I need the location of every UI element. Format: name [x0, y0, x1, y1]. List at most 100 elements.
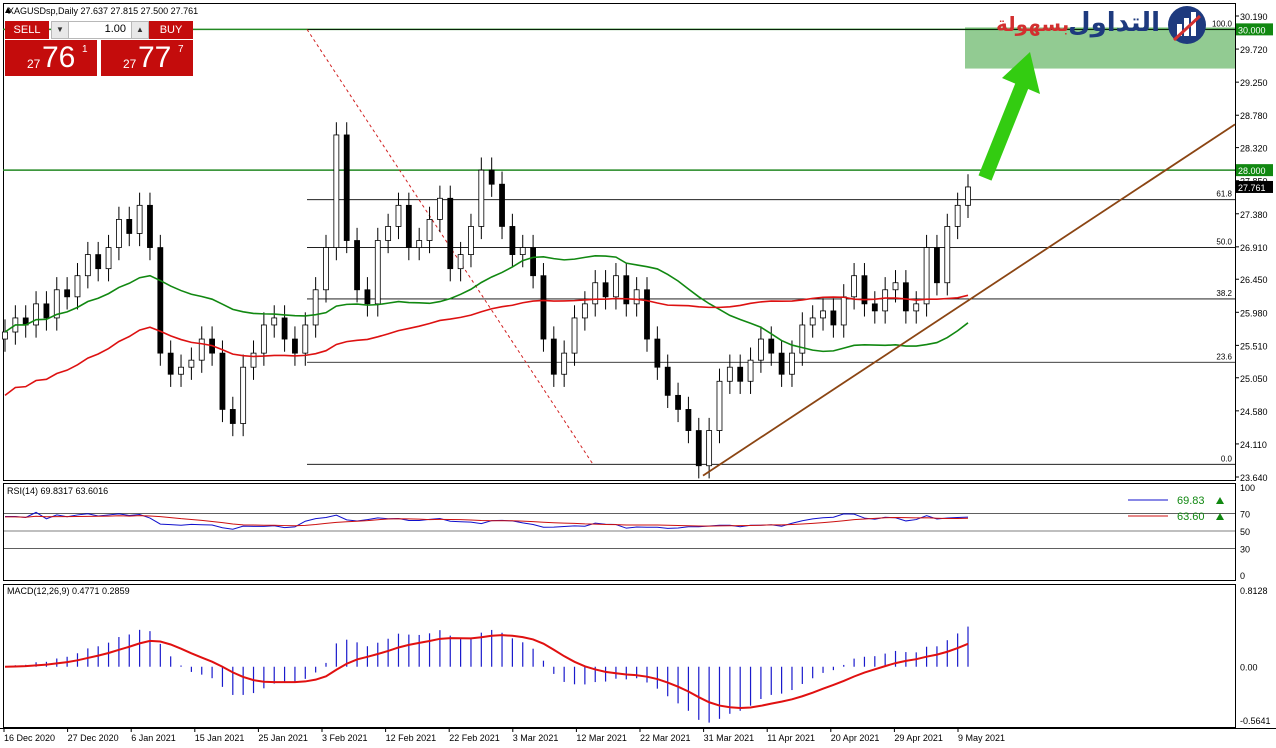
candle-body [519, 247, 526, 255]
fib-level-label: 100.0 [1212, 19, 1233, 28]
candle-body [126, 219, 133, 234]
candle-body [861, 275, 868, 305]
brand-logo: بسهولة التداول [996, 4, 1208, 48]
date-tick-label: 6 Jan 2021 [131, 733, 176, 743]
panel-frame [3, 483, 1236, 581]
sell-price[interactable]: 27 76 1 [5, 40, 97, 76]
up-triangle-icon [1216, 497, 1224, 504]
rsi-legend-value: 69.83 [1177, 495, 1205, 507]
candle-body [105, 247, 112, 270]
candle-body [312, 289, 319, 326]
rsi-tick-label: 0 [1240, 571, 1245, 581]
candle-body [437, 197, 443, 220]
rsi-tick-label: 70 [1240, 509, 1250, 519]
candle-body [302, 324, 309, 354]
panel-frame [3, 3, 1236, 481]
fib-level-label: 0.0 [1221, 454, 1233, 463]
price-tick-label: 25.510 [1240, 341, 1268, 351]
candle-body [74, 275, 81, 298]
candle-body [851, 275, 857, 298]
candle-body [789, 352, 795, 375]
bullish-arrow-shaft [978, 75, 1032, 181]
candle-body [602, 282, 609, 298]
candle-body [188, 359, 195, 368]
candle-body [364, 289, 371, 305]
price-label-box [1236, 164, 1273, 177]
date-tick-label: 3 Feb 2021 [322, 733, 368, 743]
candle-body [84, 254, 91, 277]
sell-price-pips: 76 [42, 41, 76, 74]
candle-body [550, 338, 557, 375]
candle-body [902, 282, 909, 312]
macd-tick-label: 0.8128 [1240, 586, 1268, 596]
price-tick-label: 24.110 [1240, 440, 1267, 450]
moving-average-slow-line [4, 294, 969, 396]
candle-body [747, 359, 754, 382]
candle-body [644, 289, 650, 340]
rsi-tick-label: 50 [1240, 527, 1250, 537]
sell-price-prefix: 27 [27, 57, 41, 71]
candle-body [758, 338, 764, 361]
lot-increase-icon[interactable]: ▲ [131, 22, 148, 38]
candle-body [426, 219, 433, 241]
candle-body [488, 169, 495, 185]
lot-size-field[interactable]: ▼ 1.00 ▲ [51, 21, 149, 39]
candle-body [726, 366, 733, 382]
price-label-box [1236, 180, 1273, 193]
price-label-text: 30.000 [1238, 25, 1266, 35]
date-tick-label: 20 Apr 2021 [831, 733, 880, 743]
candle-body [343, 134, 350, 241]
macd-tick-label: -0.5641 [1240, 716, 1271, 726]
date-tick-label: 15 Jan 2021 [195, 733, 245, 743]
lot-size-value[interactable]: 1.00 [104, 23, 126, 35]
price-tick-label: 24.580 [1240, 407, 1268, 417]
candle-body [395, 204, 402, 227]
candle-body [53, 289, 60, 319]
candle-body [167, 352, 174, 375]
macd-tick-label: 0.00 [1240, 663, 1258, 673]
candle-body [799, 324, 806, 354]
buy-price-fraction: 7 [178, 44, 184, 55]
price-tick-label: 27.380 [1240, 210, 1268, 220]
candle-body [323, 247, 329, 291]
candle-body [95, 254, 102, 270]
price-label-box [1236, 23, 1273, 36]
candle-body [405, 204, 412, 248]
rsi-legend-value: 63.60 [1177, 511, 1205, 523]
candle-body [157, 247, 164, 354]
rsi-title: RSI(14) 69.8317 63.6016 [7, 486, 108, 496]
fib-level-label: 50.0 [1216, 238, 1232, 247]
collapse-triangle-icon [5, 7, 11, 13]
candle-body [820, 310, 826, 319]
candle-body [809, 317, 816, 326]
date-tick-label: 22 Mar 2021 [640, 733, 691, 743]
date-tick-label: 3 Mar 2021 [513, 733, 559, 743]
candle-body [136, 204, 143, 234]
logo-text-blue: التداول [1068, 8, 1160, 38]
candle-body [447, 197, 454, 270]
buy-button[interactable]: BUY [149, 21, 193, 39]
price-label-text: 28.000 [1238, 166, 1266, 176]
sell-button[interactable]: SELL [5, 21, 49, 39]
candle-body [219, 352, 226, 410]
candle-body [271, 317, 278, 326]
candle-body [965, 186, 971, 206]
price-tick-label: 25.980 [1240, 308, 1268, 318]
buy-price[interactable]: 27 77 7 [101, 40, 193, 76]
candle-body [882, 289, 889, 312]
date-tick-label: 9 May 2021 [958, 733, 1005, 743]
date-tick-label: 11 Apr 2021 [767, 733, 815, 743]
candle-body [33, 303, 39, 326]
candle-body [913, 303, 920, 312]
candle-body [716, 380, 723, 431]
lot-decrease-icon[interactable]: ▼ [52, 22, 69, 38]
candle-body [374, 240, 381, 305]
candle-body [934, 247, 940, 284]
rsi-tick-label: 30 [1240, 545, 1250, 555]
candle-body [416, 240, 423, 248]
candle-body [944, 226, 951, 284]
candle-body [871, 303, 878, 312]
candle-body [571, 317, 578, 354]
candle-body [675, 394, 681, 410]
